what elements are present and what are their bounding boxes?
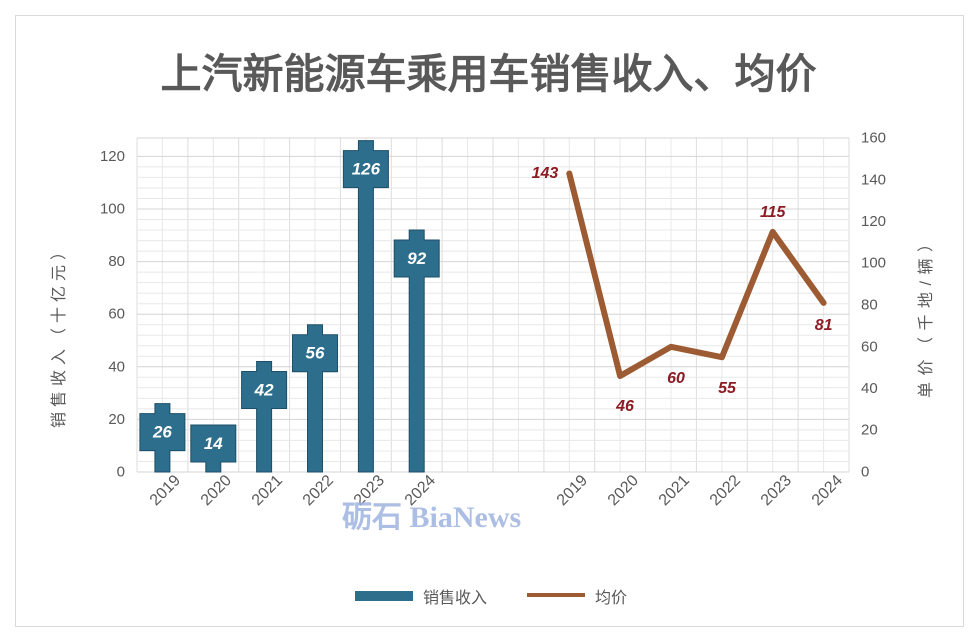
- svg-text:26: 26: [152, 423, 172, 442]
- svg-text:20: 20: [861, 422, 878, 439]
- svg-text:55: 55: [718, 380, 737, 397]
- svg-text:100: 100: [861, 255, 886, 272]
- svg-text:126: 126: [352, 160, 381, 179]
- svg-text:160: 160: [861, 130, 886, 147]
- svg-text:46: 46: [615, 398, 634, 415]
- svg-text:143: 143: [532, 165, 559, 182]
- svg-text:140: 140: [861, 171, 886, 188]
- svg-text:120: 120: [100, 148, 125, 165]
- svg-text:60: 60: [108, 306, 125, 323]
- svg-text:81: 81: [815, 317, 833, 334]
- svg-text:0: 0: [861, 464, 869, 481]
- svg-text:40: 40: [108, 358, 125, 375]
- svg-text:60: 60: [861, 338, 878, 355]
- svg-text:42: 42: [254, 381, 274, 400]
- svg-text:120: 120: [861, 213, 886, 230]
- svg-text:80: 80: [108, 253, 125, 270]
- svg-text:92: 92: [407, 249, 426, 268]
- svg-text:80: 80: [861, 297, 878, 314]
- svg-text:20: 20: [108, 411, 125, 428]
- svg-text:0: 0: [117, 464, 125, 481]
- svg-text:14: 14: [204, 434, 223, 453]
- svg-text:100: 100: [100, 201, 125, 218]
- svg-text:60: 60: [667, 370, 685, 387]
- svg-text:115: 115: [760, 204, 787, 221]
- svg-text:40: 40: [861, 380, 878, 397]
- svg-text:56: 56: [306, 344, 325, 363]
